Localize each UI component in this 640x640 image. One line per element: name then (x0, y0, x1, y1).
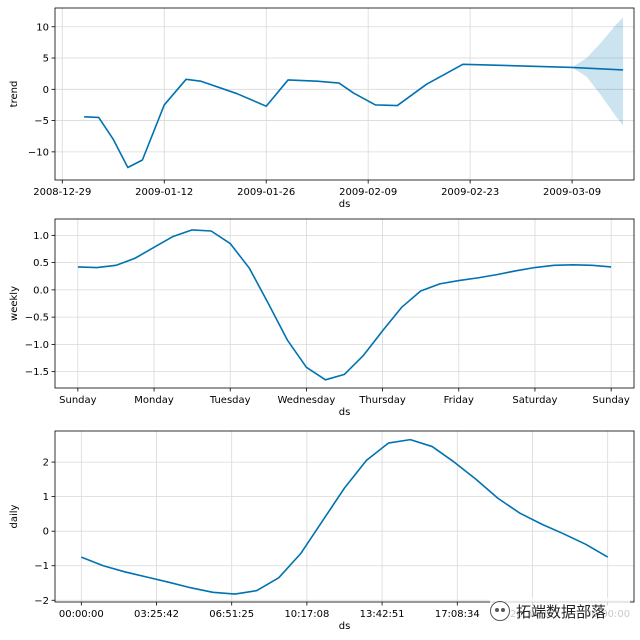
trend-x-tick-label: 2009-01-12 (135, 187, 193, 198)
trend-x-tick-label: 2009-02-23 (441, 187, 499, 198)
trend-y-tick-label: −5 (34, 116, 49, 127)
daily-x-tick-label: 06:51:25 (209, 609, 254, 620)
trend-series-line (84, 63, 624, 169)
weekly-x-tick-label: Monday (134, 395, 174, 406)
trend-panel: 2008-12-29 2009-01-12 2009-01-26 2009-02-09… (9, 7, 635, 210)
daily-axes-frame (54, 430, 635, 603)
daily-x-tick-label: 10:17:08 (284, 609, 329, 620)
daily-y-tick-label: 2 (43, 458, 49, 469)
trend-x-tick-label: 2008-12-29 (33, 187, 91, 198)
weekly-y-tick-label: 0.0 (33, 285, 49, 296)
weekly-axes-frame (54, 218, 635, 389)
daily-x-tick-label: 03:25:42 (134, 609, 179, 620)
weekly-x-tick-label: Sunday (59, 395, 96, 406)
wechat-icon (490, 601, 510, 621)
trend-y-tick-label: 10 (36, 22, 49, 33)
daily-x-axis-label: ds (339, 621, 351, 632)
trend-y-axis-label: trend (9, 81, 20, 108)
daily-x-tick-label: 13:42:51 (360, 609, 405, 620)
weekly-y-tick-label: −1.0 (25, 340, 49, 351)
trend-x-tick-label: 2009-02-09 (339, 187, 397, 198)
trend-x-tick-label: 2009-03-09 (543, 187, 601, 198)
watermark: 拓端数据部落 (490, 598, 630, 624)
watermark-text: 拓端数据部落 (516, 602, 607, 621)
weekly-y-tick-label: −0.5 (25, 313, 49, 324)
weekly-x-tick-label: Sunday (592, 395, 629, 406)
daily-x-tick-label: 17:08:34 (435, 609, 480, 620)
weekly-y-tick-label: −1.5 (25, 367, 49, 378)
trend-x-tick-label: 2009-01-26 (237, 187, 295, 198)
trend-uncertainty-band (572, 17, 624, 126)
daily-y-tick-label: 1 (43, 492, 49, 503)
trend-axes-frame (54, 7, 635, 181)
daily-y-axis-label: daily (9, 504, 20, 528)
weekly-x-axis-label: ds (339, 407, 351, 418)
weekly-y-axis-label: weekly (9, 286, 20, 321)
daily-y-tick-label: 0 (43, 527, 49, 538)
trend-y-tick-label: 5 (43, 54, 49, 65)
weekly-series-line (77, 229, 612, 381)
daily-series-line (81, 438, 609, 595)
trend-y-tick-label: −10 (28, 147, 49, 158)
weekly-y-tick-label: 0.5 (33, 258, 49, 269)
daily-x-tick-label: 00:00:00 (59, 609, 104, 620)
weekly-y-tick-label: 1.0 (33, 231, 49, 242)
weekly-x-tick-label: Tuesday (209, 395, 251, 406)
daily-y-tick-label: −2 (34, 596, 49, 607)
trend-y-tick-label: 0 (43, 85, 49, 96)
weekly-x-tick-label: Saturday (512, 395, 557, 406)
trend-x-axis-label: ds (339, 199, 351, 210)
weekly-x-tick-label: Thursday (358, 395, 406, 406)
weekly-panel: Sunday Monday Tuesday Wednesday Thursday Frid… (9, 218, 635, 418)
weekly-x-tick-label: Friday (444, 395, 474, 406)
weekly-x-tick-label: Wednesday (277, 395, 335, 406)
daily-y-tick-label: −1 (34, 561, 49, 572)
